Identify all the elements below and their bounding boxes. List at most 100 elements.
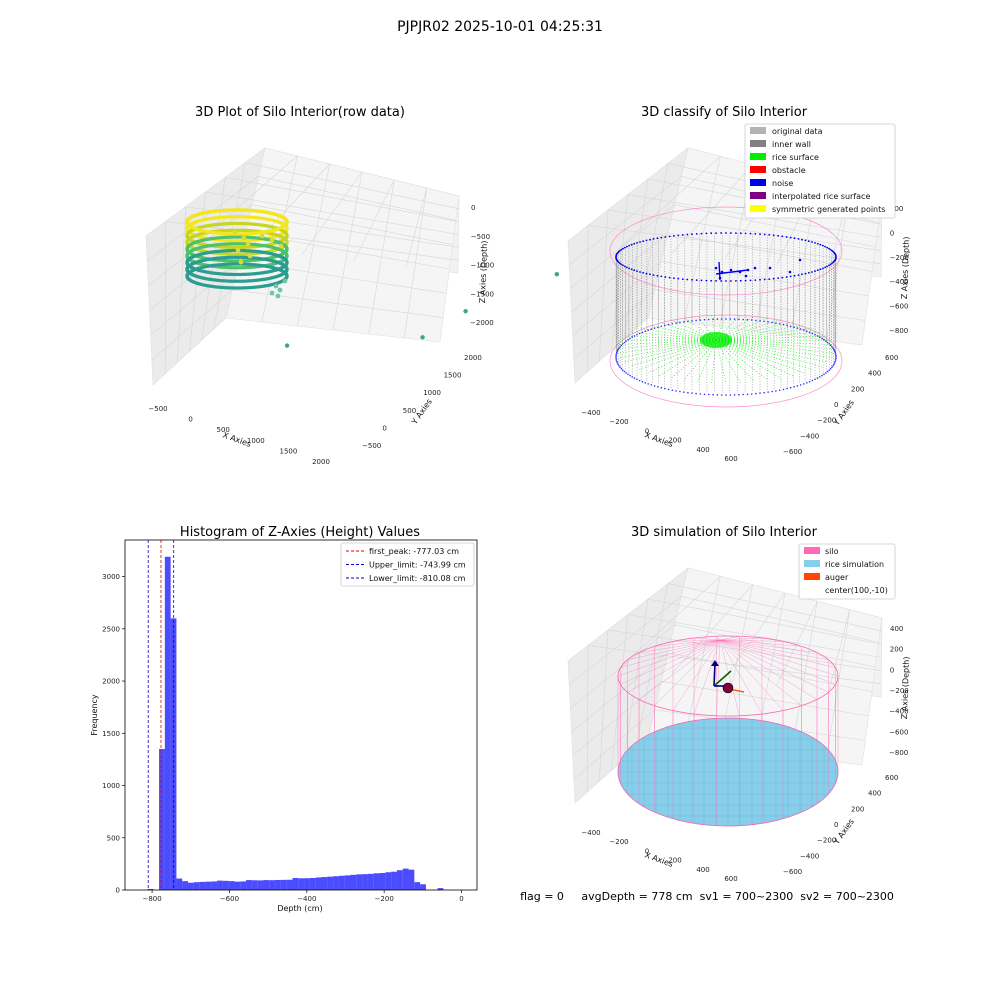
noise-point — [811, 241, 813, 243]
noise-point — [753, 266, 757, 270]
noise-point — [811, 271, 813, 273]
y-tick-label: 3000 — [102, 573, 120, 581]
simulation-x-tick-label: −200 — [609, 838, 628, 846]
legend-label: Lower_limit: -810.08 cm — [369, 574, 466, 583]
raw-point — [275, 293, 281, 299]
noise-point — [789, 325, 792, 328]
noise-point — [631, 336, 633, 338]
noise-point — [619, 249, 621, 252]
noise-point — [796, 327, 799, 329]
histogram-bar — [356, 874, 363, 890]
raw-outlier-point — [420, 335, 425, 340]
noise-point — [786, 324, 788, 327]
classify-z-tick-label: −800 — [889, 327, 908, 335]
noise-point — [629, 337, 631, 340]
noise-point — [744, 279, 747, 282]
noise-point — [691, 320, 693, 322]
noise-point — [831, 366, 833, 369]
noise-point — [633, 269, 636, 272]
noise-point — [625, 340, 627, 342]
simulation-x-tick-label: 600 — [724, 875, 737, 883]
noise-point — [749, 279, 752, 282]
histogram-bar — [385, 872, 392, 890]
noise-point — [636, 333, 638, 336]
noise-point — [619, 262, 621, 265]
noise-point — [814, 333, 816, 336]
noise-point — [695, 392, 697, 395]
histogram-bar — [327, 876, 334, 890]
grid-line — [572, 260, 869, 336]
simulation-x-tick-label: −400 — [581, 829, 600, 837]
rice-surface-ray — [619, 339, 717, 359]
noise-point — [819, 243, 822, 246]
noise-point — [755, 319, 757, 322]
noise-point — [744, 232, 747, 235]
noise-point — [656, 237, 659, 240]
noise-point — [819, 376, 821, 378]
noise-point — [832, 347, 834, 349]
simulation-x-tick-label: 0 — [645, 847, 649, 855]
raw-y-tick-label: 1500 — [444, 372, 462, 380]
silo-roof-line — [719, 635, 740, 641]
classify-x-tick-label: 0 — [645, 427, 649, 435]
histogram-bar — [176, 878, 183, 890]
silo-roof-line — [620, 639, 721, 685]
histogram-bar — [391, 871, 397, 890]
silo-roof-line — [672, 639, 721, 642]
noise-point — [720, 280, 722, 282]
raw-point — [224, 208, 229, 213]
silo-roof-line — [672, 639, 721, 711]
noise-point — [638, 332, 641, 335]
histogram-bar — [269, 880, 276, 890]
silo-roof-line — [716, 639, 721, 716]
raw-point — [219, 208, 224, 213]
raw-point — [259, 233, 265, 239]
raw-point — [248, 208, 252, 213]
raw-z-tick-label: −2000 — [470, 319, 494, 327]
noise-point — [735, 280, 737, 282]
noise-point — [695, 319, 697, 322]
noise-point — [816, 377, 819, 379]
histogram-legend: first_peak: -777.03 cm Upper_limit: -743.… — [340, 542, 475, 587]
noise-point — [767, 391, 769, 393]
noise-point — [620, 367, 623, 370]
histogram-bar — [344, 875, 351, 890]
noise-point — [725, 232, 727, 234]
legend-swatch — [804, 547, 820, 554]
rice-surface-ray — [638, 327, 717, 341]
raw-y-tick-label: 500 — [403, 407, 416, 415]
raw-points — [185, 208, 559, 348]
noise-point — [633, 242, 636, 245]
noise-point — [772, 234, 775, 237]
noise-point — [636, 242, 638, 244]
noise-point — [778, 389, 781, 392]
noise-point — [816, 242, 819, 245]
noise-point — [759, 278, 761, 281]
noise-point — [831, 262, 833, 265]
rice-surface-ray — [715, 339, 837, 350]
noise-point — [819, 336, 821, 338]
simulation-y-tick-label: −600 — [783, 868, 802, 876]
silo-roof-line — [719, 639, 818, 700]
histogram-bar — [251, 880, 258, 890]
noise-point — [673, 277, 675, 279]
noise-point — [630, 268, 633, 271]
histogram-bar — [367, 873, 374, 890]
rice-surface-ray — [711, 315, 717, 341]
noise-point — [759, 320, 761, 322]
noise-point — [631, 376, 633, 378]
rice-surface-ray — [715, 339, 782, 379]
grid-line — [573, 289, 866, 360]
silo-roof-line — [719, 639, 829, 660]
legend-swatch — [804, 573, 820, 580]
noise-point — [806, 330, 808, 333]
noise-point — [715, 232, 717, 235]
noise-point — [739, 232, 742, 235]
classify-x-tick-label: −200 — [609, 418, 628, 426]
histogram-bar — [315, 877, 322, 890]
silo-roof-line — [719, 639, 784, 642]
noise-point — [754, 279, 757, 281]
raw-point — [273, 283, 279, 289]
noise-point — [729, 394, 732, 396]
noise-point — [679, 321, 681, 324]
